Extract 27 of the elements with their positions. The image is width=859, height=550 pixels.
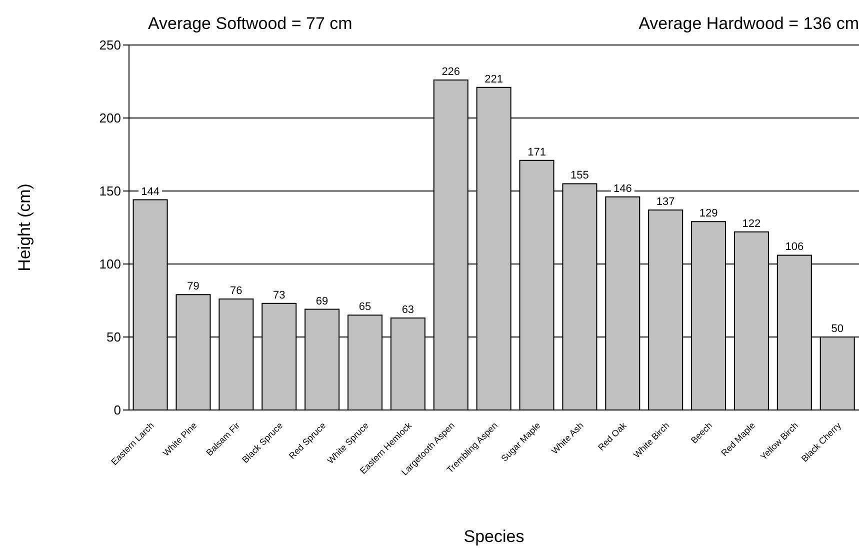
x-axis-title: Species <box>464 527 524 546</box>
data-label: 226 <box>442 66 460 78</box>
data-label: 221 <box>484 73 504 86</box>
data-label: 69 <box>316 295 328 308</box>
y-tick-label: 200 <box>99 110 121 126</box>
data-label: 73 <box>272 289 286 302</box>
data-label: 144 <box>141 186 160 198</box>
data-label: 129 <box>699 208 718 220</box>
y-tick-label: 100 <box>99 256 121 272</box>
data-label: 137 <box>656 196 675 208</box>
data-label: 50 <box>831 323 844 335</box>
text: Average Softwood = 77 cm <box>148 14 352 34</box>
data-label: 65 <box>358 301 372 314</box>
y-axis-title: Height (cm) <box>15 184 34 272</box>
data-label: 106 <box>785 241 804 254</box>
y-tick-label: 0 <box>114 402 121 418</box>
data-label: 171 <box>528 146 546 158</box>
data-label: 155 <box>570 170 589 182</box>
data-label: 63 <box>402 304 414 316</box>
text: Average Hardwood = 136 cm <box>638 14 859 34</box>
data-label: 122 <box>742 218 761 230</box>
y-tick-label: 250 <box>99 38 121 53</box>
data-label: 79 <box>187 280 200 293</box>
y-tick-label: 150 <box>99 184 121 199</box>
data-label: 146 <box>613 182 632 195</box>
y-tick-label: 50 <box>106 330 121 345</box>
data-label: 76 <box>230 285 242 298</box>
